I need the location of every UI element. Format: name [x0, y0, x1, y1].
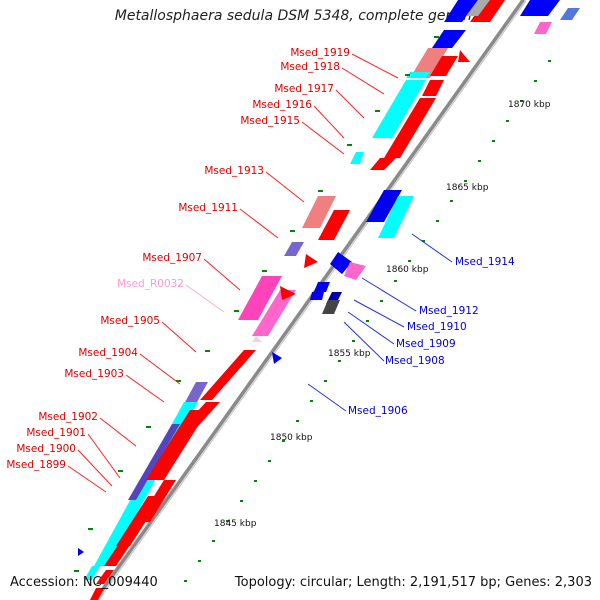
kbp-label-1850: 1850 kbp: [270, 433, 313, 443]
cog-block[interactable]: [284, 242, 304, 256]
gene-block[interactable]: [520, 0, 560, 16]
cog-block[interactable]: [252, 290, 296, 336]
gene-label[interactable]: Msed_1906: [348, 405, 408, 417]
gene-block[interactable]: [466, 0, 490, 16]
cog-block[interactable]: [302, 196, 336, 228]
accession-label: Accession: NC_009440: [10, 575, 158, 590]
rna-gene[interactable]: [238, 276, 282, 320]
forward-gene-labels: Msed_1919 Msed_1918 Msed_1917 Msed_1916 …: [6, 47, 350, 471]
scale-ticks: [74, 36, 551, 582]
cog-block[interactable]: [84, 566, 100, 580]
gene-block[interactable]: [534, 22, 552, 34]
gene-block[interactable]: [432, 30, 466, 48]
gene-label[interactable]: Msed_1904: [78, 347, 138, 359]
cog-block[interactable]: [410, 48, 448, 78]
gene-label[interactable]: Msed_1911: [178, 202, 238, 214]
forward-gene[interactable]: [96, 570, 114, 584]
reverse-gene[interactable]: [310, 292, 324, 300]
gene-label[interactable]: Msed_1910: [407, 321, 467, 333]
gene-block[interactable]: [444, 0, 478, 22]
gene-label[interactable]: Msed_1905: [100, 315, 160, 327]
label-leaders-reverse: [307, 233, 453, 412]
gene-label[interactable]: Msed_1917: [274, 83, 334, 95]
gene-block[interactable]: [560, 8, 580, 20]
forward-gene[interactable]: [200, 350, 256, 400]
kbp-label-1845: 1845 kbp: [214, 519, 257, 529]
reverse-gene[interactable]: [322, 300, 340, 314]
gene-label[interactable]: Msed_1900: [16, 443, 76, 455]
gene-label[interactable]: Msed_1899: [6, 459, 66, 471]
cog-block[interactable]: [378, 196, 414, 238]
reverse-gene-labels: Msed_1914 Msed_1912 Msed_1910 Msed_1909 …: [348, 256, 515, 417]
forward-gene[interactable]: [458, 50, 470, 62]
gene-label[interactable]: Msed_1918: [280, 61, 340, 73]
gene-label[interactable]: Msed_1914: [455, 256, 515, 268]
gene-label[interactable]: Msed_1909: [396, 338, 456, 350]
gene-block[interactable]: [470, 0, 505, 22]
forward-gene[interactable]: [430, 56, 458, 76]
cog-block[interactable]: [252, 336, 262, 342]
gene-label[interactable]: Msed_1903: [64, 368, 124, 380]
feature-tracks: [78, 0, 580, 600]
kbp-label-1855: 1855 kbp: [328, 349, 371, 359]
reverse-gene[interactable]: [78, 548, 84, 556]
label-leaders-rna: [185, 284, 225, 313]
reverse-gene[interactable]: [330, 252, 352, 274]
kbp-label-1860: 1860 kbp: [386, 265, 429, 275]
forward-gene[interactable]: [384, 98, 436, 158]
forward-gene[interactable]: [304, 254, 318, 268]
cog-block[interactable]: [128, 424, 180, 500]
gene-label[interactable]: Msed_R0032: [117, 278, 184, 290]
gene-label[interactable]: Msed_1913: [204, 165, 264, 177]
rna-gene-labels: Msed_R0032: [117, 278, 184, 290]
forward-gene[interactable]: [318, 210, 350, 240]
gene-label[interactable]: Msed_1915: [240, 115, 300, 127]
forward-gene[interactable]: [422, 80, 444, 96]
cog-block[interactable]: [406, 72, 430, 78]
reverse-gene[interactable]: [366, 190, 402, 222]
gene-label[interactable]: Msed_1901: [26, 427, 86, 439]
cog-block[interactable]: [184, 382, 208, 404]
rna-gene[interactable]: [344, 262, 366, 280]
forward-gene[interactable]: [280, 286, 296, 300]
gene-label[interactable]: Msed_1902: [38, 411, 98, 423]
cog-block[interactable]: [350, 152, 364, 164]
gene-label[interactable]: Msed_1919: [290, 47, 350, 59]
label-leaders-forward: [67, 53, 399, 493]
genome-summary: Topology: circular; Length: 2,191,517 bp…: [234, 575, 592, 590]
kbp-label-1865: 1865 kbp: [446, 183, 489, 193]
reverse-gene[interactable]: [272, 352, 282, 364]
forward-gene[interactable]: [146, 410, 208, 480]
forward-gene[interactable]: [90, 588, 104, 600]
kbp-label-1870: 1870 kbp: [508, 100, 551, 110]
cog-block[interactable]: [372, 80, 426, 138]
forward-gene[interactable]: [370, 158, 396, 170]
forward-gene[interactable]: [104, 530, 140, 566]
kbp-scale-labels: 1870 kbp 1865 kbp 1860 kbp 1855 kbp 1850…: [214, 100, 551, 529]
gene-label[interactable]: Msed_1908: [385, 355, 445, 367]
gene-label[interactable]: Msed_1907: [142, 252, 202, 264]
gene-label[interactable]: Msed_1912: [419, 305, 479, 317]
gene-label[interactable]: Msed_1916: [252, 99, 312, 111]
map-title: Metallosphaera sedula DSM 5348, complete…: [114, 8, 486, 24]
reverse-gene[interactable]: [314, 282, 330, 292]
